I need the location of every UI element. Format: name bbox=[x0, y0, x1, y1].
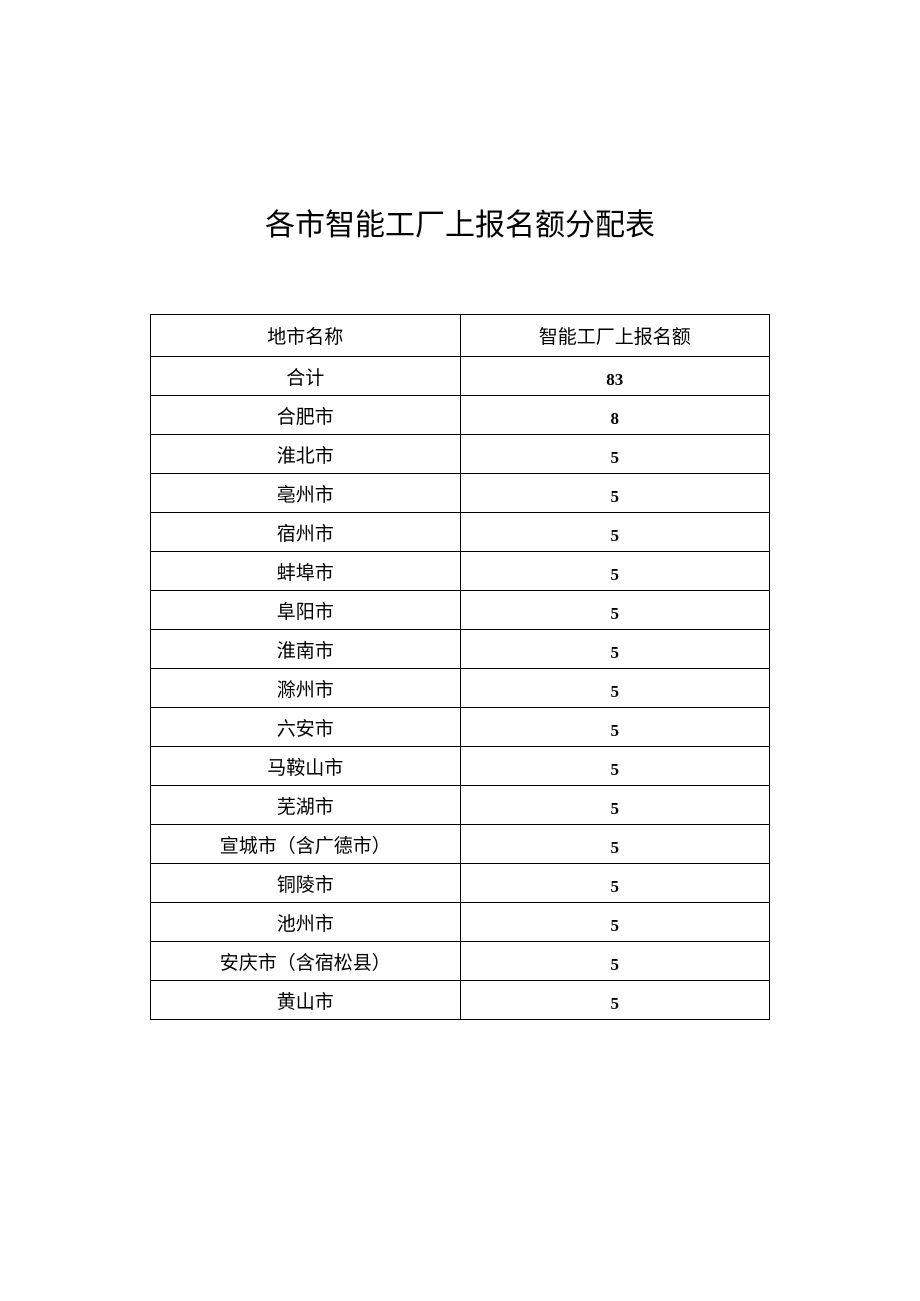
city-name-cell: 淮北市 bbox=[151, 435, 461, 474]
quota-cell: 5 bbox=[460, 981, 770, 1020]
quota-cell: 5 bbox=[460, 630, 770, 669]
table-row: 宣城市（含广德市）5 bbox=[151, 825, 770, 864]
city-name-cell: 合计 bbox=[151, 357, 461, 396]
quota-cell: 5 bbox=[460, 942, 770, 981]
quota-cell: 5 bbox=[460, 786, 770, 825]
page-title: 各市智能工厂上报名额分配表 bbox=[0, 200, 920, 244]
table-row: 滁州市5 bbox=[151, 669, 770, 708]
table-row: 池州市5 bbox=[151, 903, 770, 942]
city-name-cell: 安庆市（含宿松县） bbox=[151, 942, 461, 981]
quota-cell: 5 bbox=[460, 708, 770, 747]
quota-cell: 5 bbox=[460, 513, 770, 552]
table-row: 铜陵市5 bbox=[151, 864, 770, 903]
quota-table: 地市名称 智能工厂上报名额 合计83合肥市8淮北市5亳州市5宿州市5蚌埠市5阜阳… bbox=[150, 314, 770, 1020]
table-row: 黄山市5 bbox=[151, 981, 770, 1020]
quota-cell: 8 bbox=[460, 396, 770, 435]
city-name-cell: 蚌埠市 bbox=[151, 552, 461, 591]
table-row: 淮南市5 bbox=[151, 630, 770, 669]
quota-cell: 5 bbox=[460, 435, 770, 474]
city-name-cell: 阜阳市 bbox=[151, 591, 461, 630]
quota-cell: 5 bbox=[460, 903, 770, 942]
quota-table-container: 地市名称 智能工厂上报名额 合计83合肥市8淮北市5亳州市5宿州市5蚌埠市5阜阳… bbox=[150, 314, 770, 1020]
column-header-quota: 智能工厂上报名额 bbox=[460, 315, 770, 357]
table-row: 合计83 bbox=[151, 357, 770, 396]
table-header-row: 地市名称 智能工厂上报名额 bbox=[151, 315, 770, 357]
city-name-cell: 池州市 bbox=[151, 903, 461, 942]
city-name-cell: 宿州市 bbox=[151, 513, 461, 552]
table-row: 马鞍山市5 bbox=[151, 747, 770, 786]
quota-cell: 5 bbox=[460, 864, 770, 903]
table-row: 芜湖市5 bbox=[151, 786, 770, 825]
city-name-cell: 黄山市 bbox=[151, 981, 461, 1020]
quota-cell: 5 bbox=[460, 825, 770, 864]
quota-cell: 5 bbox=[460, 552, 770, 591]
table-row: 亳州市5 bbox=[151, 474, 770, 513]
quota-cell: 5 bbox=[460, 669, 770, 708]
table-row: 蚌埠市5 bbox=[151, 552, 770, 591]
table-row: 淮北市5 bbox=[151, 435, 770, 474]
city-name-cell: 宣城市（含广德市） bbox=[151, 825, 461, 864]
city-name-cell: 滁州市 bbox=[151, 669, 461, 708]
city-name-cell: 合肥市 bbox=[151, 396, 461, 435]
quota-cell: 5 bbox=[460, 591, 770, 630]
city-name-cell: 亳州市 bbox=[151, 474, 461, 513]
city-name-cell: 芜湖市 bbox=[151, 786, 461, 825]
column-header-name: 地市名称 bbox=[151, 315, 461, 357]
table-row: 六安市5 bbox=[151, 708, 770, 747]
quota-cell: 83 bbox=[460, 357, 770, 396]
city-name-cell: 六安市 bbox=[151, 708, 461, 747]
city-name-cell: 淮南市 bbox=[151, 630, 461, 669]
table-row: 安庆市（含宿松县）5 bbox=[151, 942, 770, 981]
table-row: 合肥市8 bbox=[151, 396, 770, 435]
table-row: 宿州市5 bbox=[151, 513, 770, 552]
table-row: 阜阳市5 bbox=[151, 591, 770, 630]
quota-cell: 5 bbox=[460, 474, 770, 513]
city-name-cell: 马鞍山市 bbox=[151, 747, 461, 786]
quota-cell: 5 bbox=[460, 747, 770, 786]
city-name-cell: 铜陵市 bbox=[151, 864, 461, 903]
